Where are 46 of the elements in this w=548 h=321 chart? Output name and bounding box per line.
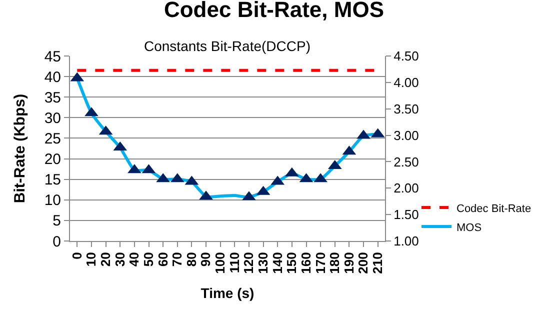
- x-tick-label: 30: [112, 252, 128, 267]
- x-tick-label: 120: [241, 252, 256, 274]
- y-tick-label: 45: [44, 48, 61, 66]
- y-tick-label: 25: [44, 130, 61, 148]
- x-tick-label: 150: [284, 252, 300, 274]
- chart-title: Codec Bit-Rate, MOS: [164, 0, 384, 22]
- y-tick-label: 30: [44, 110, 61, 127]
- y-tick-label: 15: [44, 172, 61, 189]
- x-tick-label: 170: [312, 252, 328, 274]
- y2-tick-label: 2.50: [394, 154, 419, 170]
- y-axis-title: Bit-Rate (Kbps): [12, 94, 29, 204]
- chart-subtitle: Constants Bit-Rate(DCCP): [144, 38, 310, 54]
- y-tick-label: 5: [52, 212, 61, 230]
- x-tick-label: 130: [256, 252, 271, 274]
- y2-tick-label: 1.00: [394, 234, 419, 249]
- y2-tick-label: 3.50: [394, 101, 419, 116]
- x-tick-label: 60: [155, 252, 170, 267]
- y2-tick-label: 1.50: [394, 207, 419, 222]
- x-tick-label: 100: [212, 252, 228, 274]
- legend-label: MOS: [456, 222, 482, 234]
- y2-tick-label: 3.00: [394, 128, 419, 143]
- x-tick-label: 70: [170, 252, 185, 267]
- x-tick-label: 110: [226, 252, 242, 274]
- x-tick-label: 160: [298, 252, 314, 274]
- x-tick-label: 90: [198, 252, 214, 267]
- y2-tick-label: 4.00: [394, 74, 419, 90]
- x-tick-label: 200: [356, 252, 371, 274]
- x-tick-label: 180: [327, 252, 342, 274]
- x-tick-label: 10: [84, 252, 99, 267]
- y-tick-label: 0: [52, 233, 61, 250]
- x-axis-title: Time (s): [200, 285, 254, 302]
- x-tick-label: 140: [270, 252, 285, 274]
- y-tick-label: 20: [44, 151, 61, 168]
- x-tick-label: 190: [341, 252, 356, 274]
- y2-tick-label: 2.00: [394, 180, 419, 196]
- x-tick-label: 210: [370, 252, 386, 274]
- x-tick-label: 40: [126, 252, 142, 267]
- legend-label: Codec Bit-Rate: [456, 202, 532, 215]
- y-tick-label: 35: [44, 89, 61, 106]
- x-tick-label: 20: [98, 252, 114, 267]
- x-tick-label: 80: [184, 252, 199, 267]
- x-tick-label: 50: [140, 252, 156, 267]
- x-tick-label: 0: [69, 252, 84, 260]
- y-tick-label: 10: [44, 192, 61, 210]
- y2-tick-label: 4.50: [394, 48, 419, 64]
- y-tick-label: 40: [44, 68, 61, 86]
